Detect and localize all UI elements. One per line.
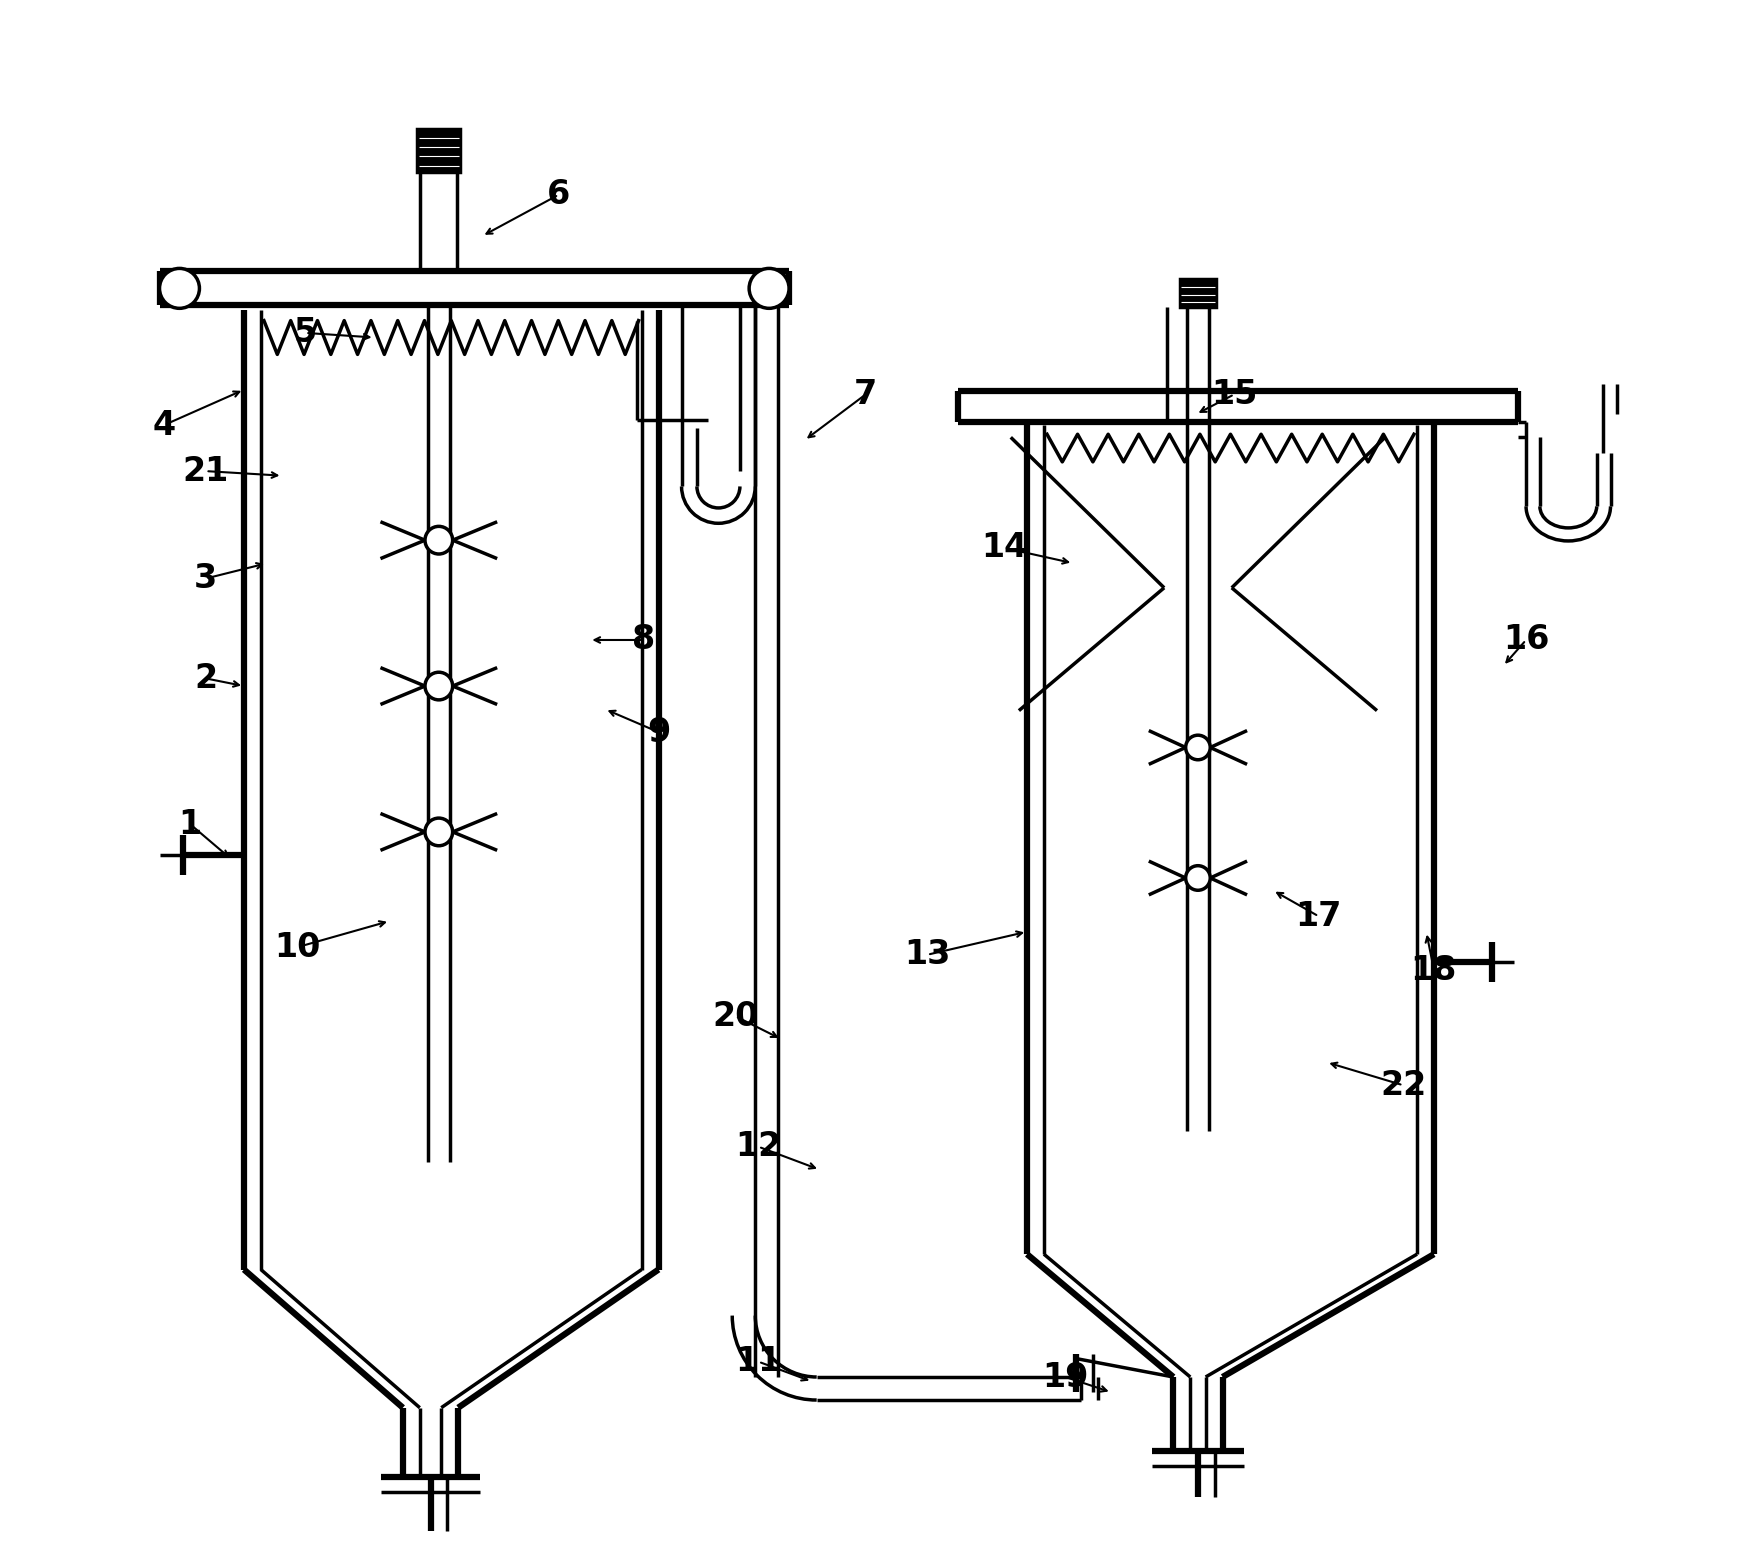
Bar xyxy=(418,129,459,171)
Bar xyxy=(1179,279,1216,307)
Text: 1: 1 xyxy=(178,807,203,841)
Text: 12: 12 xyxy=(735,1130,781,1163)
Circle shape xyxy=(1186,735,1211,760)
Circle shape xyxy=(425,672,452,700)
Text: 21: 21 xyxy=(182,455,229,487)
Text: 17: 17 xyxy=(1296,900,1342,932)
Circle shape xyxy=(159,268,199,308)
Text: 7: 7 xyxy=(854,378,877,411)
Text: 2: 2 xyxy=(194,663,217,695)
Text: 18: 18 xyxy=(1412,954,1457,986)
Text: 14: 14 xyxy=(980,532,1027,564)
Text: 22: 22 xyxy=(1380,1069,1426,1102)
Text: 4: 4 xyxy=(152,408,176,442)
Text: 13: 13 xyxy=(903,938,950,971)
Text: 8: 8 xyxy=(632,624,655,656)
Circle shape xyxy=(749,268,790,308)
Text: 5: 5 xyxy=(293,316,316,350)
Text: 11: 11 xyxy=(735,1345,781,1378)
Text: 19: 19 xyxy=(1043,1361,1088,1393)
Text: 20: 20 xyxy=(713,1000,758,1032)
Text: 3: 3 xyxy=(194,562,217,595)
Text: 6: 6 xyxy=(547,179,570,211)
Circle shape xyxy=(425,527,452,555)
Text: 9: 9 xyxy=(646,715,671,749)
Text: 15: 15 xyxy=(1211,378,1258,411)
Text: 10: 10 xyxy=(274,931,321,963)
Text: 16: 16 xyxy=(1502,624,1550,656)
Circle shape xyxy=(1186,866,1211,891)
Circle shape xyxy=(425,818,452,846)
